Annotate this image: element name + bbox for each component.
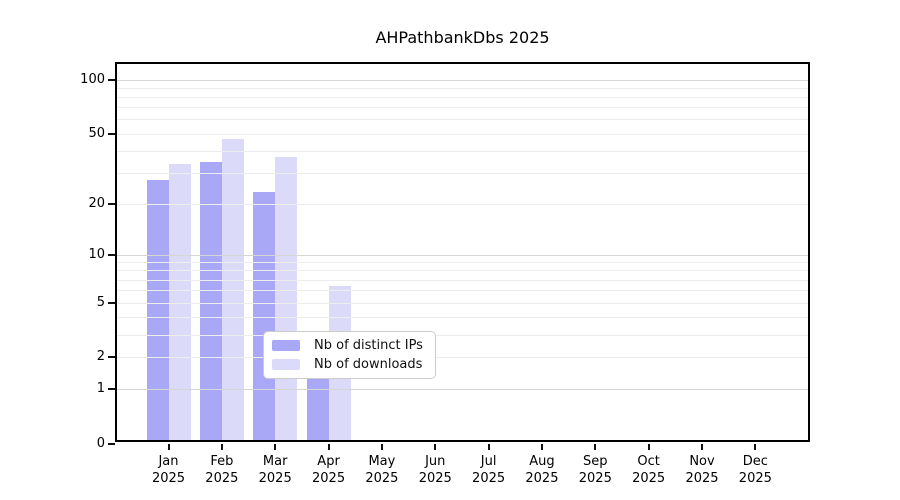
minor-gridline <box>117 119 808 121</box>
x-tick-month: Aug <box>529 454 555 469</box>
x-axis-tick <box>647 444 650 450</box>
x-axis-tick <box>167 444 170 450</box>
legend-row: Nb of downloads <box>272 357 423 372</box>
minor-gridline <box>117 262 808 264</box>
y-tick-label: 0 <box>96 436 105 451</box>
x-tick-label: Dec 2025 <box>723 453 787 487</box>
x-tick-label: Jan 2025 <box>137 453 201 487</box>
bar-downloads <box>221 139 244 440</box>
x-axis-tick <box>380 444 383 450</box>
x-tick-year: 2025 <box>578 471 612 486</box>
x-tick-label: Sep 2025 <box>563 453 627 487</box>
y-tick-label: 50 <box>88 125 105 141</box>
minor-gridline <box>117 133 808 135</box>
legend-row: Nb of distinct IPs <box>272 338 423 353</box>
y-axis-tick <box>108 78 115 81</box>
x-tick-year: 2025 <box>738 471 772 486</box>
x-tick-month: Dec <box>742 454 768 469</box>
y-tick-label: 2 <box>96 349 105 365</box>
x-tick-month: Nov <box>689 454 715 469</box>
x-axis-tick <box>754 444 757 450</box>
x-tick-month: Mar <box>262 454 288 469</box>
x-tick-month: Jan <box>158 454 179 469</box>
x-tick-label: Jun 2025 <box>403 453 467 487</box>
x-tick-month: Feb <box>210 454 234 469</box>
legend-swatch-icon <box>272 359 300 370</box>
x-tick-label: Nov 2025 <box>670 453 734 487</box>
y-axis-tick <box>108 443 115 445</box>
x-tick-year: 2025 <box>472 471 506 486</box>
x-axis-tick <box>274 444 277 450</box>
x-tick-month: Jun <box>425 454 446 469</box>
x-tick-year: 2025 <box>258 471 292 486</box>
x-tick-year: 2025 <box>632 471 666 486</box>
minor-gridline <box>117 316 808 318</box>
minor-gridline <box>117 279 808 281</box>
major-gridline <box>117 254 808 256</box>
x-tick-year: 2025 <box>365 471 399 486</box>
chart-title: AHPathbankDbs 2025 <box>375 28 550 47</box>
minor-gridline <box>117 334 808 336</box>
legend: Nb of distinct IPs Nb of downloads <box>263 331 436 379</box>
y-axis-tick <box>108 388 115 391</box>
x-tick-year: 2025 <box>418 471 452 486</box>
y-axis-tick <box>108 253 115 256</box>
x-axis-tick <box>540 444 543 450</box>
y-axis-tick <box>108 301 115 304</box>
minor-gridline <box>117 270 808 272</box>
y-tick-label: 20 <box>88 195 105 211</box>
x-tick-label: Aug 2025 <box>510 453 574 487</box>
x-tick-label: Jul 2025 <box>457 453 521 487</box>
y-axis-tick <box>108 356 115 359</box>
x-tick-year: 2025 <box>525 471 559 486</box>
x-tick-month: May <box>368 454 396 469</box>
y-axis-tick <box>108 202 115 205</box>
x-tick-month: Jul <box>480 454 497 469</box>
minor-gridline <box>117 302 808 304</box>
x-tick-label: Oct 2025 <box>617 453 681 487</box>
minor-gridline <box>117 96 808 98</box>
minor-gridline <box>117 107 808 109</box>
minor-gridline <box>117 357 808 359</box>
y-tick-label: 10 <box>88 246 105 262</box>
x-tick-month: Sep <box>583 454 608 469</box>
x-tick-year: 2025 <box>151 471 186 486</box>
bar-distinct-ips <box>199 161 222 440</box>
x-tick-year: 2025 <box>205 471 239 486</box>
y-tick-label: 100 <box>80 71 105 87</box>
x-tick-year: 2025 <box>312 471 346 486</box>
x-tick-label: Mar 2025 <box>243 453 307 487</box>
y-tick-label: 1 <box>96 381 105 397</box>
bar-distinct-ips <box>146 179 169 440</box>
legend-label: Nb of downloads <box>314 357 423 372</box>
y-axis-tick <box>108 132 115 135</box>
x-axis-tick <box>701 444 703 450</box>
major-gridline <box>117 79 808 81</box>
x-tick-label: Apr 2025 <box>297 453 361 487</box>
x-tick-year: 2025 <box>685 471 719 486</box>
x-axis-tick <box>594 444 597 450</box>
x-tick-label: May 2025 <box>350 453 414 487</box>
minor-gridline <box>117 150 808 152</box>
legend-swatch-icon <box>272 340 300 351</box>
y-tick-label: 5 <box>96 294 105 310</box>
x-axis-tick <box>220 444 223 450</box>
x-tick-label: Feb 2025 <box>190 453 254 487</box>
minor-gridline <box>117 290 808 292</box>
minor-gridline <box>117 203 808 205</box>
x-axis-tick <box>434 444 437 450</box>
x-axis-tick <box>327 444 330 450</box>
plot-area: 0 1 2 5 10 20 50 100 Jan 2025 Feb 2025 Mar 2025 Apr 202… <box>80 62 810 486</box>
x-axis-tick <box>487 444 490 450</box>
bar-downloads <box>275 157 298 440</box>
x-tick-month: Oct <box>637 454 660 469</box>
minor-gridline <box>117 87 808 89</box>
minor-gridline <box>117 172 808 174</box>
major-gridline <box>117 389 808 391</box>
x-tick-month: Apr <box>317 454 340 469</box>
legend-label: Nb of distinct IPs <box>314 338 423 353</box>
bar-downloads <box>168 163 191 440</box>
